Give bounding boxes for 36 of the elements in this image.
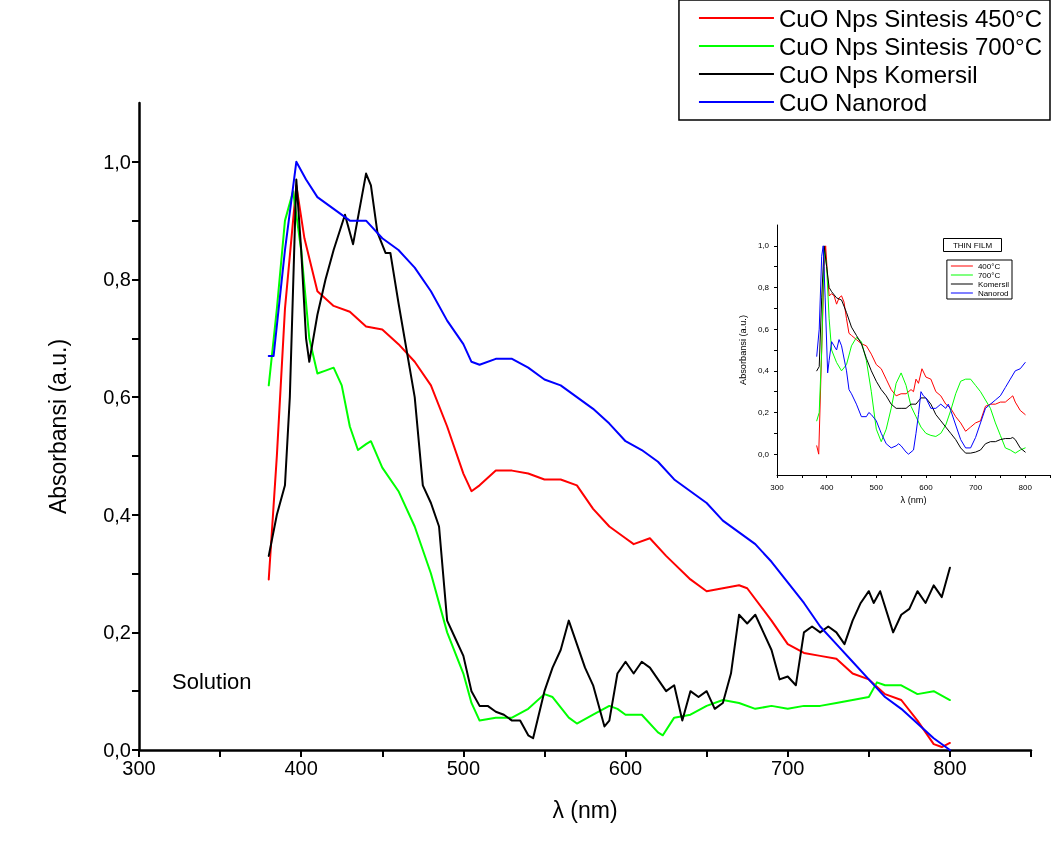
y-tick-label: 0,4 xyxy=(103,503,131,526)
legend-label: CuO Nps Sintesis 700°C xyxy=(778,32,1043,60)
y-axis-title: Absorbansi (a.u.) xyxy=(44,338,71,515)
y-tick-label: 0,6 xyxy=(103,386,131,409)
legend-label: 400°C xyxy=(977,261,1001,271)
x-tick-label: 600 xyxy=(919,482,934,492)
y-tick-label: 0,2 xyxy=(757,408,770,417)
x-tick-label: 400 xyxy=(819,482,834,492)
legend-label: 700°C xyxy=(977,270,1001,280)
legend-title: THIN FILM xyxy=(952,241,993,250)
y-tick-label: 0,8 xyxy=(757,283,770,292)
y-tick-label: 1,0 xyxy=(103,150,131,173)
annotation: Solution xyxy=(172,668,252,694)
legend-label: CuO Nps Komersil xyxy=(778,60,978,88)
legend-label: Nanorod xyxy=(977,288,1009,298)
x-axis-title: λ (nm) xyxy=(900,495,927,506)
y-axis-title: Absorbansi (a.u.) xyxy=(737,315,748,385)
x-tick-label: 300 xyxy=(770,482,785,492)
legend-label: CuO Nanorod xyxy=(778,88,928,116)
legend-label: CuO Nps Sintesis 450°C xyxy=(778,4,1043,32)
y-tick-label: 0,8 xyxy=(103,268,131,291)
x-axis-title: λ (nm) xyxy=(552,796,618,823)
x-tick-label: 500 xyxy=(869,482,884,492)
legend-label: Komersil xyxy=(977,279,1010,289)
x-tick-label: 500 xyxy=(446,757,481,779)
y-tick-label: 0,2 xyxy=(103,621,131,644)
y-tick-label: 0,4 xyxy=(757,366,770,376)
y-tick-label: 0,0 xyxy=(757,449,770,459)
x-tick-label: 400 xyxy=(284,757,318,779)
x-tick-label: 800 xyxy=(1018,482,1033,492)
x-tick-label: 700 xyxy=(968,482,983,492)
y-tick-label: 1,0 xyxy=(757,241,770,251)
x-tick-label: 600 xyxy=(608,757,643,779)
x-tick-label: 700 xyxy=(771,757,805,779)
y-tick-label: 0,6 xyxy=(757,324,770,334)
x-tick-label: 800 xyxy=(933,757,967,779)
